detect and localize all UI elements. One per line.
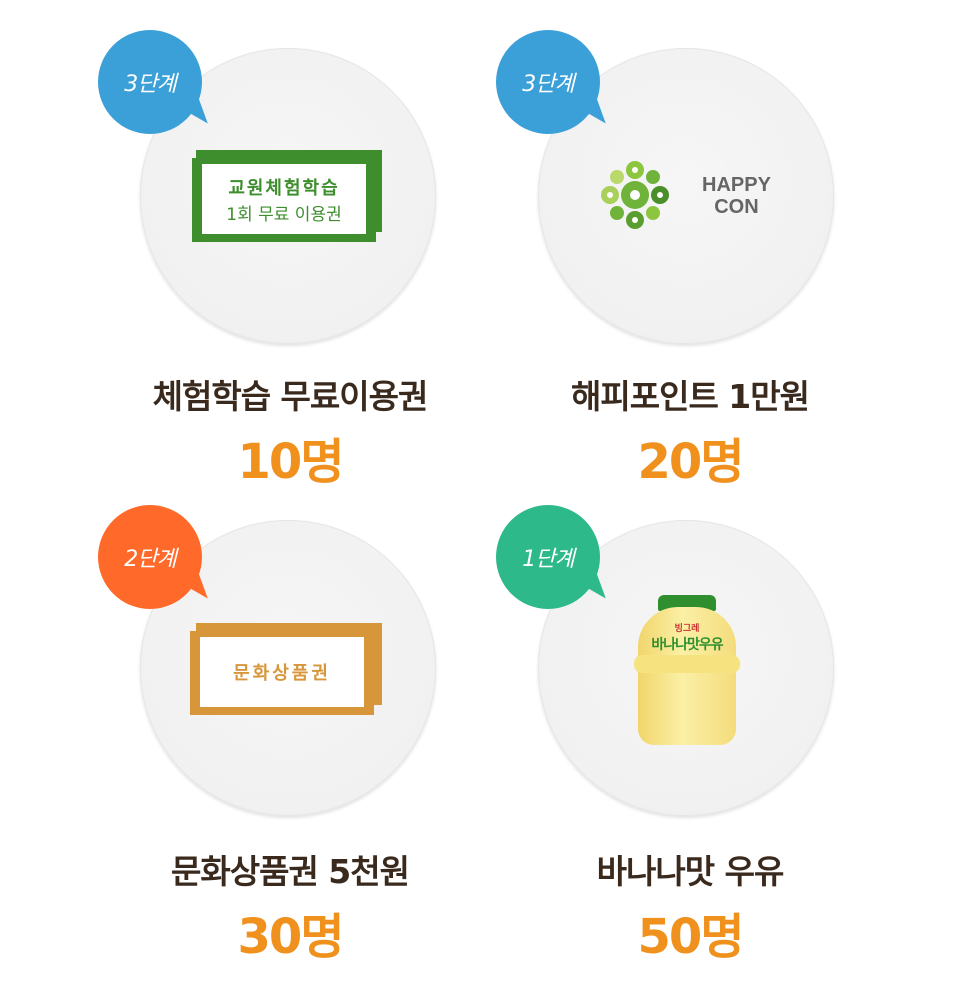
prize-count: 20명 xyxy=(637,434,745,490)
level-badge: 1단계 xyxy=(496,505,600,609)
banana-milk-bottle: 빙그레 바나나맛우유 xyxy=(634,595,740,745)
level-badge: 3단계 xyxy=(496,30,600,134)
prize-card-banana-milk: 1단계 빙그레 바나나맛우유 바나나맛 우유 50명 xyxy=(490,505,890,975)
logo-text-happy: HAPPY xyxy=(702,174,771,196)
level-badge: 3단계 xyxy=(98,30,202,134)
prize-card-culture: 2단계 문화상품권 문화상품권 5천원 30명 xyxy=(90,505,490,975)
ticket-line-1: 교원체험학습 xyxy=(228,177,340,199)
happycon-logo: HAPPY CON xyxy=(590,150,800,240)
bottle-label: 바나나맛우유 xyxy=(651,637,723,653)
logo-text-con: CON xyxy=(714,196,759,218)
prize-name: 바나나맛 우유 xyxy=(596,852,785,891)
prize-card-experience: 3단계 교원체험학습 1회 무료 이용권 체험학습 무료이용권 10명 xyxy=(90,30,490,500)
ticket-line-2: 1회 무료 이용권 xyxy=(226,204,342,225)
ticket-line-1: 문화상품권 xyxy=(233,663,331,684)
prize-count: 30명 xyxy=(237,909,345,965)
prize-name: 해피포인트 1만원 xyxy=(571,377,810,416)
prize-count: 50명 xyxy=(637,909,745,965)
prize-name: 체험학습 무료이용권 xyxy=(152,377,429,416)
prize-name: 문화상품권 5천원 xyxy=(171,852,410,891)
prize-card-happypoint: 3단계 HAPPY CON 해피포인트 1만원 20명 xyxy=(490,30,890,500)
level-badge: 2단계 xyxy=(98,505,202,609)
flower-logo-icon xyxy=(601,161,669,229)
prize-count: 10명 xyxy=(237,434,345,490)
bottle-brand: 빙그레 xyxy=(674,624,700,634)
